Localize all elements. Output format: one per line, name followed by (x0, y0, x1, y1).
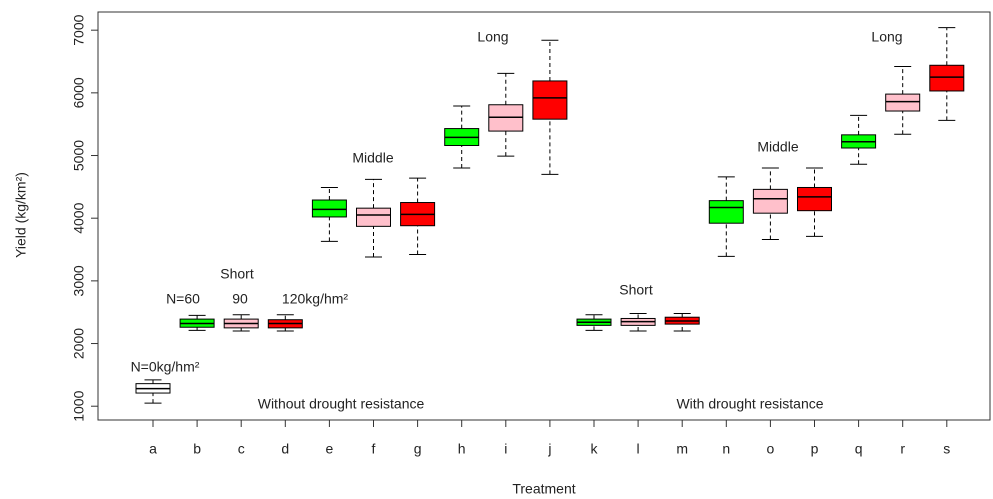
annotation: Short (619, 282, 653, 298)
annotation: Long (477, 29, 508, 45)
plot-frame (97, 11, 991, 421)
annotation: 120kg/hm² (282, 291, 348, 307)
box (885, 93, 921, 112)
y-tick-label: 2000 (71, 328, 87, 359)
y-tick-label: 4000 (71, 202, 87, 233)
box (797, 186, 832, 212)
box (311, 199, 347, 218)
box (532, 80, 568, 120)
y-tick-label: 3000 (71, 265, 87, 296)
y-tick-label: 1000 (71, 390, 87, 421)
annotation: 90 (232, 291, 248, 307)
x-tick-label: d (281, 441, 289, 457)
box (708, 200, 744, 224)
x-tick-label: a (149, 441, 157, 457)
x-tick-label: c (238, 441, 245, 457)
x-tick-label: i (504, 441, 507, 457)
annotation: Middle (757, 139, 798, 155)
annotation: N=60 (166, 291, 200, 307)
box (752, 188, 788, 214)
annotation: With drought resistance (676, 396, 823, 412)
y-tick-label: 5000 (71, 140, 87, 171)
x-tick-label: g (414, 441, 422, 457)
annotation: Short (220, 266, 254, 282)
x-tick-label: j (547, 441, 551, 457)
x-tick-label: q (855, 441, 863, 457)
x-tick-label: r (900, 441, 905, 457)
x-tick-label: n (722, 441, 730, 457)
x-tick-label: p (811, 441, 819, 457)
annotation: Long (871, 29, 902, 45)
x-tick-label: s (943, 441, 950, 457)
y-tick-label: 6000 (71, 77, 87, 108)
y-axis-label: Yield (kg/km²) (13, 172, 29, 258)
x-axis-label: Treatment (512, 481, 575, 497)
annotation: N=0kg/hm² (131, 359, 200, 375)
box (356, 207, 391, 227)
annotation: Middle (352, 150, 393, 166)
x-tick-label: e (326, 441, 334, 457)
x-tick-label: m (676, 441, 688, 457)
x-tick-label: b (193, 441, 201, 457)
x-tick-label: l (637, 441, 640, 457)
x-tick-label: k (591, 441, 599, 457)
x-tick-label: o (767, 441, 775, 457)
annotation: Without drought resistance (258, 396, 425, 412)
x-tick-label: h (458, 441, 466, 457)
x-tick-label: f (372, 441, 376, 457)
y-tick-label: 7000 (71, 14, 87, 45)
box (929, 64, 965, 92)
